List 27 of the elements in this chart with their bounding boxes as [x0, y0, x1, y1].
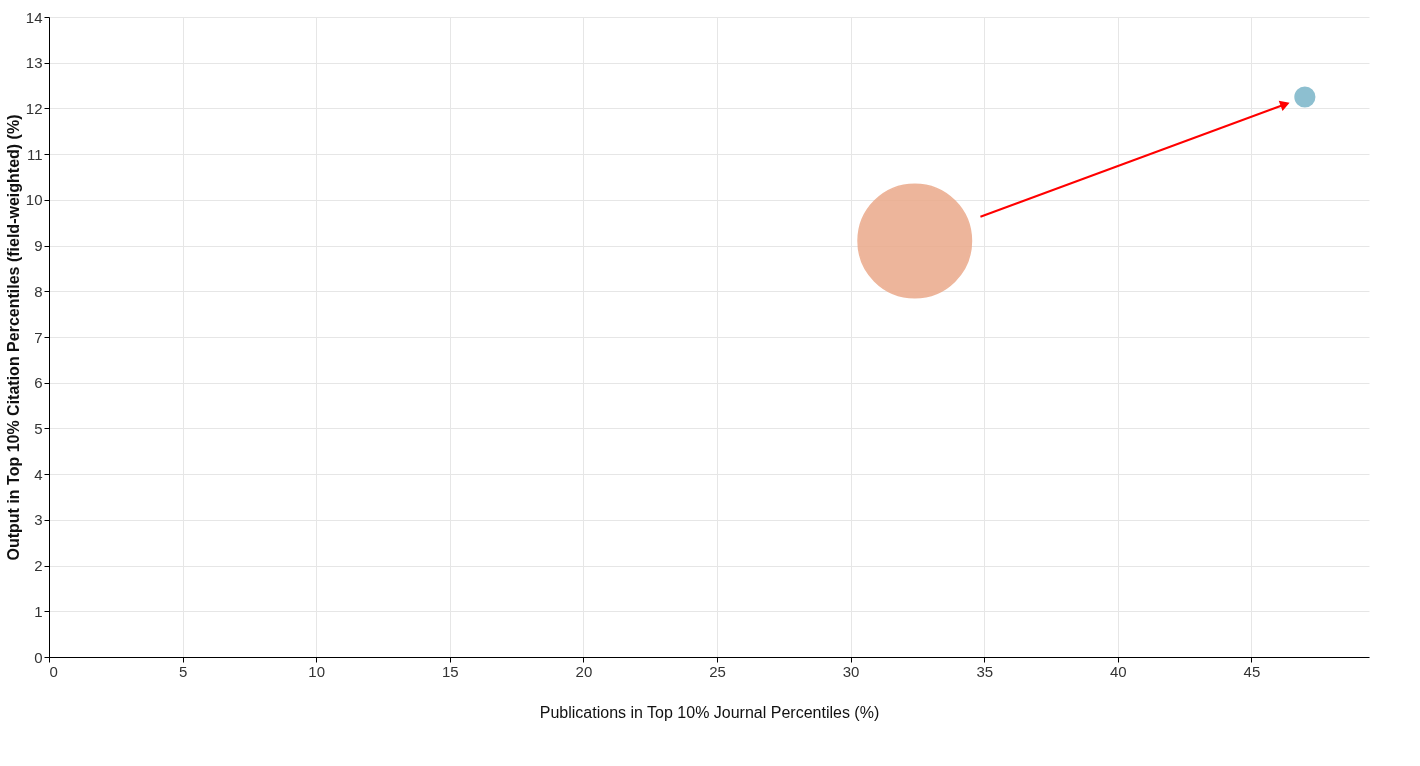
y-tick-label: 4 — [34, 465, 43, 483]
y-tick-label: 5 — [34, 419, 43, 437]
x-tick-label: 25 — [709, 662, 726, 680]
y-axis-title: Output in Top 10% Citation Percentiles (field-weighted) (%) — [4, 114, 22, 561]
x-tick-label: 15 — [441, 662, 459, 680]
y-tick-label: 10 — [25, 191, 43, 209]
y-tick-label: 8 — [34, 282, 43, 300]
y-tick-label: 11 — [26, 145, 43, 163]
y-tick-label: 1 — [34, 602, 43, 620]
x-tick-label: 30 — [842, 662, 860, 680]
x-tick-label: 0 — [49, 662, 58, 680]
x-tick-label: 20 — [575, 662, 593, 680]
y-tick-label: 0 — [34, 648, 43, 666]
y-tick-label: 3 — [34, 511, 43, 529]
x-axis-title: Publications in Top 10% Journal Percentiles (%) — [539, 703, 880, 721]
x-tick-label: 5 — [178, 662, 188, 680]
x-tick-label: 10 — [308, 662, 326, 680]
y-tick-label: 12 — [25, 99, 43, 117]
y-tick-label: 7 — [34, 328, 43, 346]
y-tick-label: 13 — [25, 54, 43, 72]
x-tick-label: 45 — [1243, 662, 1261, 680]
y-tick-label: 9 — [34, 237, 43, 255]
y-tick-label: 14 — [25, 8, 43, 26]
y-tick-label: 6 — [34, 374, 43, 392]
x-tick-label: 40 — [1109, 662, 1127, 680]
x-tick-label: 35 — [976, 662, 994, 680]
y-tick-label: 2 — [34, 557, 43, 575]
